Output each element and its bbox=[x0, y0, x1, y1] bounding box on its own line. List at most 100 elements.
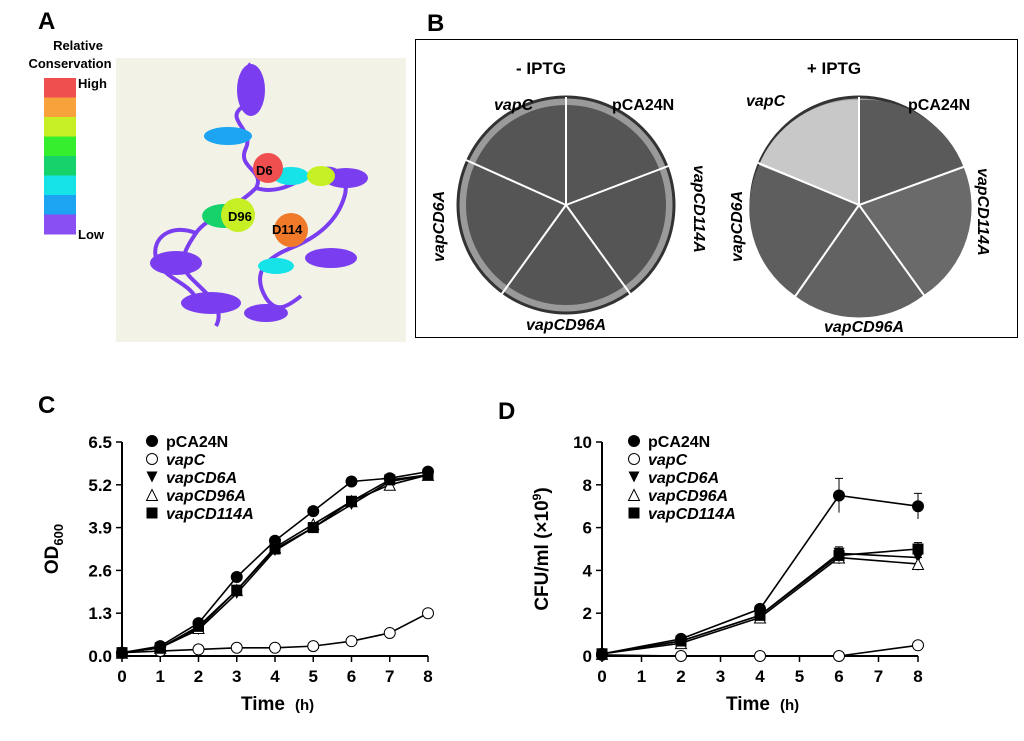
x-tick-label: 0 bbox=[597, 667, 606, 686]
scale-swatch-7 bbox=[44, 214, 76, 235]
legend-marker bbox=[628, 435, 640, 447]
data-point bbox=[307, 522, 319, 534]
x-tick-label: 3 bbox=[716, 667, 725, 686]
left-label-vapcd114a: vapCD114A bbox=[690, 165, 707, 253]
left-label-vapc: vapC bbox=[494, 97, 534, 114]
left-label-vapcd96a: vapCD96A bbox=[526, 317, 606, 334]
data-point bbox=[307, 640, 320, 653]
scale-high-label: High bbox=[78, 76, 107, 91]
legend-label: vapC bbox=[166, 452, 206, 469]
legend-marker bbox=[146, 435, 158, 447]
data-point bbox=[911, 557, 925, 570]
y-tick-label: 2.6 bbox=[88, 561, 112, 580]
conservation-color-scale: Relative Conservation High Low bbox=[28, 38, 111, 242]
scale-swatch-1 bbox=[44, 97, 76, 118]
y-tick-label: 8 bbox=[583, 476, 592, 495]
left-label-pca24n: pCA24N bbox=[612, 97, 674, 114]
legend-label: vapC bbox=[648, 452, 688, 469]
residue-label-d96: D96 bbox=[228, 209, 252, 224]
panel-a-label: A bbox=[38, 8, 56, 35]
data-point bbox=[116, 647, 128, 659]
legend-marker bbox=[146, 507, 158, 519]
panel-d-label: D bbox=[498, 398, 516, 425]
x-tick-label: 2 bbox=[676, 667, 685, 686]
data-point bbox=[230, 570, 243, 583]
data-point bbox=[754, 609, 766, 621]
y-axis-title: OD600 bbox=[42, 524, 66, 574]
residue-d96 bbox=[221, 198, 255, 232]
series-vapCD114A bbox=[596, 542, 924, 660]
legend-marker bbox=[628, 453, 640, 465]
legend-marker bbox=[146, 471, 158, 483]
protein-ribbon-drawing: D6 D96 D114 bbox=[150, 62, 368, 327]
y-tick-label: 5.2 bbox=[88, 476, 112, 495]
x-axis-title: Time bbox=[241, 694, 285, 715]
x-tick-label: 5 bbox=[795, 667, 804, 686]
x-tick-label: 8 bbox=[913, 667, 922, 686]
data-point bbox=[384, 474, 396, 486]
scale-swatch-6 bbox=[44, 195, 76, 215]
data-point bbox=[833, 549, 845, 561]
chart-d-cfu: 0 2 4 6 8 10 0 1 2 3 4 5 6 7 8 Time (h) CFU/ml (×109) pCA2… bbox=[530, 433, 925, 715]
legend-label: pCA24N bbox=[166, 434, 228, 451]
x-tick-label: 4 bbox=[755, 667, 765, 686]
data-point bbox=[345, 635, 358, 648]
panel-b-label: B bbox=[427, 10, 445, 37]
scale-title-line1: Relative bbox=[53, 38, 103, 53]
y-axis-title: CFU/ml (×109) bbox=[530, 487, 553, 610]
x-tick-label: 0 bbox=[117, 667, 126, 686]
legend-label: vapCD96A bbox=[648, 488, 728, 505]
residue-label-d6: D6 bbox=[256, 163, 273, 178]
data-point bbox=[422, 469, 434, 481]
right-label-vapcd96a: vapCD96A bbox=[824, 319, 904, 336]
data-point bbox=[912, 543, 924, 555]
x-tick-label: 5 bbox=[309, 667, 318, 686]
helix-group bbox=[150, 64, 368, 322]
left-plate-title: - IPTG bbox=[516, 59, 566, 78]
legend-label: vapCD114A bbox=[648, 506, 736, 523]
data-point bbox=[154, 642, 166, 654]
data-point bbox=[833, 650, 845, 662]
chart-c-od600: 0.0 1.3 2.6 3.9 5.2 6.5 0 1 2 3 4 5 6 7 8 Time (h) OD600 p… bbox=[42, 433, 435, 715]
data-point bbox=[193, 620, 204, 632]
protein-structure-image: D6 D96 D114 bbox=[116, 58, 406, 342]
x-tick-label: 8 bbox=[423, 667, 432, 686]
data-point bbox=[675, 635, 687, 647]
legend-marker bbox=[628, 471, 640, 483]
x-tick-label: 4 bbox=[270, 667, 280, 686]
residue-d114 bbox=[274, 213, 308, 247]
x-tick-label: 1 bbox=[637, 667, 646, 686]
x-axis-title: Time bbox=[726, 694, 770, 715]
residue-label-d114: D114 bbox=[272, 222, 303, 237]
right-label-vapcd6a: vapCD6A bbox=[729, 191, 746, 262]
x-tick-label: 7 bbox=[874, 667, 883, 686]
y-tick-label: 1.3 bbox=[88, 604, 112, 623]
helix-yellow bbox=[307, 166, 335, 186]
left-plate: - IPTG vapC pCA24N vapCD114A vapCD96A va… bbox=[431, 59, 707, 334]
series-vapC bbox=[596, 639, 924, 662]
data-point bbox=[231, 584, 243, 596]
right-plate-d114a-sector bbox=[859, 168, 972, 295]
data-point bbox=[269, 543, 281, 555]
y-tick-label: 6 bbox=[583, 519, 592, 538]
data-point bbox=[833, 489, 845, 502]
right-plate-pca-sector bbox=[859, 99, 964, 205]
x-tick-label: 3 bbox=[232, 667, 241, 686]
legend-marker bbox=[627, 488, 641, 501]
helix-medium bbox=[204, 127, 252, 145]
data-point bbox=[675, 650, 687, 662]
x-axis-unit: (h) bbox=[780, 697, 799, 714]
scale-low-label: Low bbox=[78, 227, 105, 242]
y-tick-label: 3.9 bbox=[88, 519, 112, 538]
plate-drawing: - IPTG vapC pCA24N vapCD114A vapCD96A va… bbox=[431, 59, 991, 336]
data-point bbox=[912, 639, 924, 652]
data-point bbox=[230, 641, 243, 654]
x-tick-label: 6 bbox=[347, 667, 356, 686]
data-point bbox=[345, 475, 358, 488]
x-axis-unit: (h) bbox=[295, 697, 314, 714]
data-point bbox=[596, 648, 608, 660]
x-tick-label: 2 bbox=[194, 667, 203, 686]
legend-label: pCA24N bbox=[648, 434, 710, 451]
